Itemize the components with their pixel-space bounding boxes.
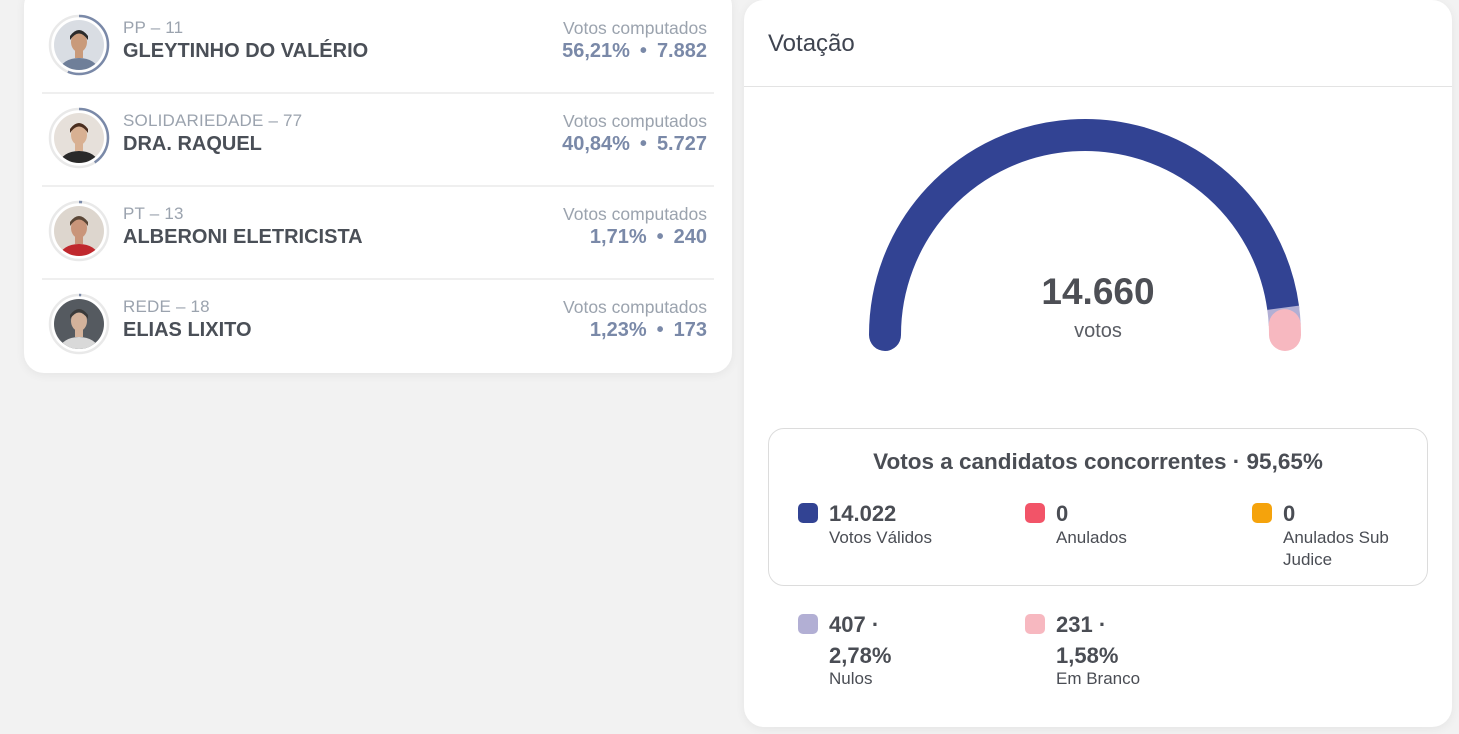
legend-label: Anulados Sub Judice [1283,528,1389,569]
candidate-avatar [48,107,110,169]
legend-value: 0 [1056,501,1069,526]
legend-label: Votos Válidos [829,528,933,547]
candidate-name: ALBERONI ELETRICISTA [123,226,363,248]
votes-label: Votos computados [563,297,707,317]
candidate-percent: 1,23% [589,319,647,341]
candidate-row[interactable]: PT – 13 ALBERONI ELETRICISTA Votos computa… [42,186,714,280]
candidate-party: SOLIDARIEDADE – 77 [123,111,303,130]
legend-percent: 2,78% [829,643,892,668]
candidate-votes: 40,84% • 5.727 [562,133,707,156]
legend-label: Nulos [829,669,873,688]
share-ring [48,293,110,355]
candidate-vote-count: 240 [673,226,707,248]
candidate-vote-count: 5.727 [656,133,707,155]
concorrentes-title: Votos a candidatos concorrentes · 95,65% [873,449,1323,474]
candidate-avatar [48,14,110,76]
candidate-party: PT – 13 [123,204,184,223]
candidate-avatar [48,200,110,262]
legend-swatch [1025,503,1045,523]
candidate-row[interactable]: SOLIDARIEDADE – 77 DRA. RAQUEL Votos compu… [42,93,714,187]
candidates-card: PP – 11 GLEYTINHO DO VALÉRIO Votos computa… [24,0,732,373]
divider [744,86,1452,87]
candidate-percent: 40,84% [562,133,630,155]
candidate-votes: 1,23% • 173 [590,319,707,342]
candidate-photo [54,113,104,163]
share-ring [48,107,110,169]
share-ring [48,14,110,76]
votacao-title: Votação [768,30,855,57]
candidate-votes: 1,71% • 240 [590,226,707,249]
candidate-name: GLEYTINHO DO VALÉRIO [123,40,369,62]
candidate-name: ELIAS LIXITO [123,319,252,341]
candidate-avatar [48,293,110,355]
legend-swatch [1025,614,1045,634]
votacao-card: Votação 14.660 votos Votos a candidatos … [744,0,1452,727]
votes-label: Votos computados [563,18,707,38]
legend-value: 0 [1283,501,1296,526]
legend-value: 14.022 [829,501,897,526]
total-votes-label: votos [1074,320,1122,342]
candidate-photo [54,206,104,256]
gauge-arc-validos [869,118,1300,351]
share-ring [48,200,110,262]
candidate-party: PP – 11 [123,18,184,37]
candidate-percent: 56,21% [562,40,630,62]
candidate-photo [54,299,104,349]
candidate-percent: 1,71% [589,226,647,248]
votes-label: Votos computados [563,204,707,224]
separator-dot: • [656,226,664,248]
legend-swatch [798,503,818,523]
candidate-vote-count: 173 [673,319,707,341]
separator-dot: • [639,40,647,62]
legend-value: 407 · [829,612,880,637]
candidate-photo [54,20,104,70]
legend-percent: 1,58% [1056,643,1119,668]
legend-value: 231 · [1056,612,1107,637]
separator-dot: • [656,319,664,341]
candidate-party: REDE – 18 [123,297,210,316]
candidate-votes: 56,21% • 7.882 [562,40,707,63]
concorrentes-box: Votos a candidatos concorrentes · 95,65%… [768,428,1428,586]
legend-label: Em Branco [1056,669,1141,688]
legend-label: Anulados [1056,528,1127,547]
candidate-vote-count: 7.882 [656,40,707,62]
legend-swatch [798,614,818,634]
candidate-row[interactable]: PP – 11 GLEYTINHO DO VALÉRIO Votos computa… [42,0,714,94]
votes-label: Votos computados [563,111,707,131]
total-votes: 14.660 [1041,271,1155,312]
separator-dot: • [639,133,647,155]
candidate-row[interactable]: REDE – 18 ELIAS LIXITO Votos computados 1,2… [42,279,714,371]
candidate-name: DRA. RAQUEL [123,133,262,155]
votes-gauge [869,118,1302,351]
legend-swatch [1252,503,1272,523]
